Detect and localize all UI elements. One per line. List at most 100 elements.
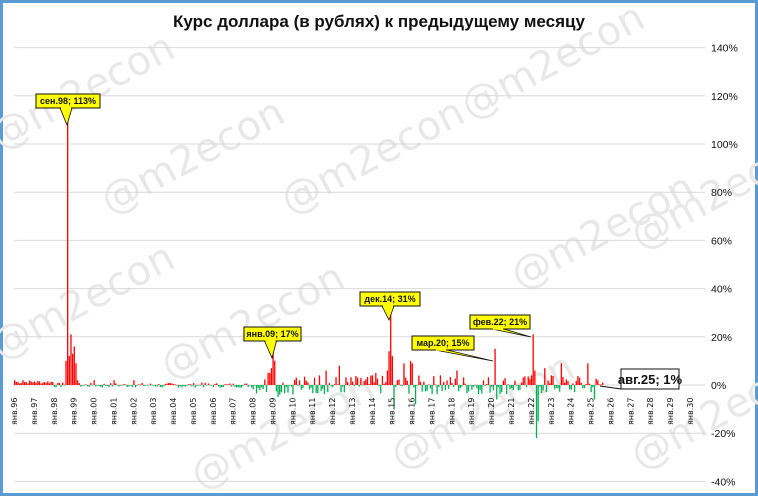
bar bbox=[441, 385, 443, 392]
bar bbox=[404, 377, 407, 385]
bar bbox=[588, 383, 591, 385]
bar bbox=[436, 385, 438, 394]
y-tick-label: 80% bbox=[711, 187, 732, 199]
bar bbox=[457, 385, 460, 392]
bar bbox=[118, 385, 120, 387]
bar bbox=[40, 383, 42, 385]
bar bbox=[194, 385, 196, 388]
bar bbox=[540, 385, 543, 393]
bar bbox=[554, 385, 556, 390]
bar bbox=[602, 382, 604, 385]
bar bbox=[340, 385, 342, 393]
bar bbox=[511, 385, 513, 388]
bar bbox=[204, 382, 206, 385]
bar bbox=[325, 370, 327, 385]
bar bbox=[221, 385, 223, 388]
callout-label: авг.25; 1% bbox=[618, 372, 683, 387]
bar bbox=[189, 384, 191, 385]
x-tick-label: янв.17 bbox=[427, 398, 436, 425]
bar bbox=[275, 385, 278, 392]
bar bbox=[499, 385, 501, 395]
x-tick-label: янв.10 bbox=[288, 398, 297, 425]
bar bbox=[158, 384, 160, 385]
bar bbox=[489, 385, 491, 393]
bar bbox=[96, 385, 99, 386]
bar bbox=[476, 385, 478, 389]
bar bbox=[55, 385, 57, 388]
bar bbox=[265, 385, 268, 393]
bar bbox=[199, 385, 201, 386]
callout: фев.22; 21% bbox=[469, 314, 532, 338]
x-tick-label: янв.21 bbox=[507, 398, 516, 425]
bar bbox=[585, 383, 587, 385]
bar bbox=[449, 377, 452, 385]
bar bbox=[492, 385, 495, 391]
bar bbox=[179, 385, 181, 387]
bar bbox=[277, 385, 279, 398]
bar bbox=[385, 382, 387, 385]
x-tick-label: янв.99 bbox=[70, 398, 79, 425]
bar bbox=[317, 385, 319, 394]
bar bbox=[315, 385, 317, 394]
bar bbox=[462, 377, 465, 385]
x-tick-label: янв.18 bbox=[447, 398, 456, 425]
bar bbox=[206, 385, 208, 386]
x-tick-label: янв.08 bbox=[249, 398, 258, 425]
bar bbox=[212, 385, 215, 388]
watermark-text: @m2econ bbox=[273, 89, 472, 224]
bar bbox=[376, 378, 379, 385]
callout: сен.98; 113% bbox=[35, 93, 101, 127]
bar bbox=[345, 377, 347, 385]
bar bbox=[106, 385, 109, 386]
bar bbox=[250, 385, 253, 388]
bar bbox=[593, 385, 596, 400]
bar bbox=[403, 363, 405, 385]
x-tick-label: янв.01 bbox=[109, 398, 118, 425]
bar bbox=[418, 375, 420, 385]
bar bbox=[335, 377, 337, 385]
watermark-text: @m2econ bbox=[153, 254, 352, 389]
bar bbox=[43, 381, 46, 385]
bar bbox=[421, 385, 423, 392]
bar bbox=[406, 380, 408, 385]
x-tick-label: янв.07 bbox=[229, 398, 238, 425]
bar bbox=[461, 385, 463, 387]
bar bbox=[431, 385, 433, 395]
bar bbox=[134, 385, 137, 388]
bar bbox=[141, 383, 143, 385]
bar bbox=[73, 346, 75, 385]
bar bbox=[416, 385, 418, 386]
bar bbox=[257, 385, 259, 388]
bar bbox=[166, 383, 168, 385]
bar bbox=[433, 376, 435, 385]
bar bbox=[181, 385, 183, 388]
bar bbox=[136, 385, 138, 386]
bar bbox=[156, 385, 158, 387]
callout: янв.09; 17% bbox=[243, 326, 302, 360]
bar bbox=[169, 383, 172, 385]
bar bbox=[525, 385, 528, 388]
bar bbox=[148, 385, 150, 386]
bar bbox=[53, 385, 56, 387]
bar bbox=[227, 384, 230, 386]
bar bbox=[413, 385, 415, 388]
bar bbox=[81, 385, 84, 386]
bar bbox=[267, 372, 269, 385]
callout-label: мар.20; 15% bbox=[416, 338, 469, 348]
bar bbox=[249, 385, 251, 386]
x-tick-label: янв.04 bbox=[169, 398, 178, 425]
bar bbox=[196, 385, 198, 386]
bar bbox=[28, 380, 31, 385]
bar bbox=[360, 377, 362, 385]
bar bbox=[65, 360, 67, 385]
bar bbox=[297, 385, 299, 386]
bar bbox=[466, 385, 468, 394]
bar bbox=[232, 383, 234, 385]
bar bbox=[332, 385, 334, 388]
x-tick-label: янв.98 bbox=[50, 398, 59, 425]
bar bbox=[83, 384, 85, 386]
bar bbox=[254, 385, 256, 386]
y-tick-label: 40% bbox=[711, 284, 732, 296]
x-tick-label: янв.28 bbox=[646, 398, 655, 425]
bar bbox=[535, 385, 538, 439]
